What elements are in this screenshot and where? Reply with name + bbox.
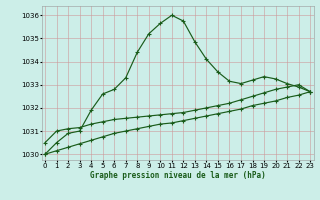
X-axis label: Graphe pression niveau de la mer (hPa): Graphe pression niveau de la mer (hPa) (90, 171, 266, 180)
